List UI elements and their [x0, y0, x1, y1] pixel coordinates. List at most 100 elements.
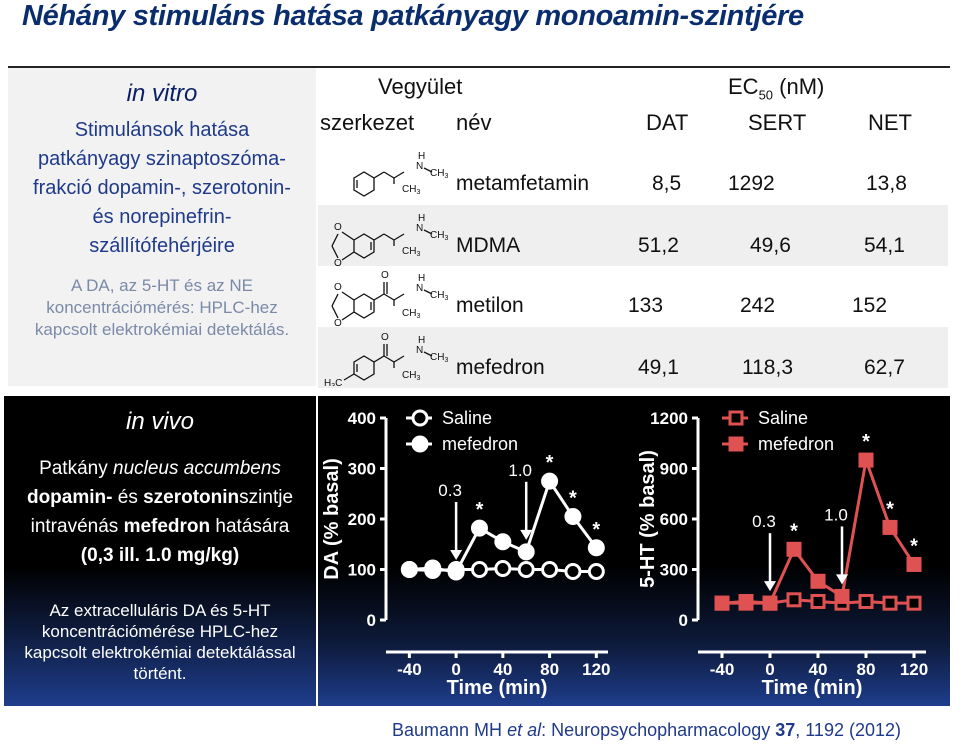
- in-vitro-heading: in vitro: [126, 80, 198, 107]
- data-point-mefedron: [541, 472, 559, 490]
- x-tick-label: -40: [710, 660, 735, 679]
- in-vitro-line: patkányagy szinaptoszóma-: [38, 148, 286, 170]
- legend-marker: [728, 436, 744, 452]
- x-tick-label: 40: [809, 660, 828, 679]
- y-tick-label: 0: [679, 611, 688, 630]
- dose-label: 0.3: [752, 512, 776, 531]
- x-axis-label: Time (min): [762, 677, 863, 699]
- data-point-mefedron: [762, 595, 778, 611]
- legend-label: mefedron: [758, 434, 834, 454]
- legend-label: Saline: [442, 408, 492, 428]
- y-tick-label: 900: [660, 460, 688, 479]
- row-name: metamfetamin: [456, 172, 590, 195]
- data-point-saline: [564, 563, 582, 581]
- in-vivo-method-line: történt.: [133, 664, 187, 683]
- in-vivo-method: Az extracelluláris DA és 5-HT koncentrác…: [4, 600, 316, 684]
- col-structure: szerkezet: [320, 110, 415, 135]
- svg-text:N: N: [416, 345, 423, 356]
- x-tick-label: 80: [540, 660, 559, 679]
- col-dat: DAT: [646, 110, 689, 135]
- data-point-saline: [858, 593, 874, 609]
- data-point-saline: [587, 563, 605, 581]
- significance-star: *: [886, 498, 894, 520]
- in-vitro-line: és norepinefrin-: [92, 206, 232, 228]
- structure-mdma: [331, 229, 433, 261]
- data-point-mefedron: [517, 543, 535, 561]
- charts-area: 0 100 200 300 400 -40 0 40 80 120 Time (min) DA (% …: [318, 396, 950, 711]
- in-vitro-line: frakció dopamin-, szerotonin-: [33, 177, 291, 199]
- svg-text:CH3: CH3: [402, 370, 420, 382]
- y-tick-label: 200: [348, 510, 376, 529]
- page-title: Néhány stimuláns hatása patkányagy monoa…: [22, 0, 804, 32]
- in-vitro-method: A DA, az 5-HT és az NE koncentrációmérés…: [8, 275, 316, 341]
- injection-arrowhead: [764, 581, 776, 592]
- data-point-mefedron: [587, 539, 605, 557]
- svg-text:N: N: [416, 161, 423, 172]
- data-point-mefedron: [447, 563, 465, 581]
- significance-star: *: [592, 519, 600, 541]
- table-row-stripe: [318, 205, 948, 266]
- legend-marker: [411, 435, 429, 453]
- in-vivo-heading: in vivo: [125, 408, 195, 435]
- svg-text:H3C: H3C: [324, 378, 342, 386]
- row-name: mefedron: [456, 356, 545, 379]
- col-name: név: [456, 110, 492, 135]
- injection-arrowhead: [450, 550, 463, 561]
- y-tick-label: 100: [348, 561, 376, 580]
- row-name: MDMA: [456, 234, 521, 257]
- svg-text:H: H: [418, 273, 425, 284]
- in-vitro-method-line: kapcsolt elektrokémiai detektálás.: [34, 320, 290, 339]
- significance-star: *: [862, 431, 870, 453]
- data-point-mefedron: [494, 533, 512, 551]
- svg-text:H: H: [418, 151, 425, 162]
- svg-text:CH3: CH3: [430, 290, 448, 302]
- dose-label: 1.0: [824, 505, 848, 524]
- x-tick-label: 0: [451, 660, 460, 679]
- row-sert: 1292: [728, 172, 775, 195]
- data-point-saline: [470, 561, 488, 578]
- dose-label: 1.0: [508, 461, 532, 480]
- legend-marker: [411, 409, 429, 427]
- data-point-mefedron: [786, 541, 802, 557]
- data-point-mefedron: [858, 452, 874, 468]
- svg-text:O: O: [381, 270, 389, 281]
- data-point-mefedron: [738, 593, 754, 609]
- y-tick-label: 300: [348, 460, 376, 479]
- svg-text:O: O: [334, 258, 342, 269]
- in-vivo-method-line: Az extracelluláris DA és 5-HT: [49, 601, 271, 620]
- data-point-saline: [517, 561, 535, 578]
- data-point-mefedron: [714, 595, 730, 611]
- citation: Baumann MH et al: Neuropsychopharmacolog…: [392, 720, 901, 740]
- row-net: 62,7: [864, 356, 905, 379]
- ec50-table: Vegyület EC50 (nM) szerkezet név DAT SER…: [318, 68, 948, 388]
- svg-text:CH3: CH3: [430, 230, 448, 242]
- svg-text:CH3: CH3: [430, 168, 448, 180]
- in-vivo-description: Patkány nucleus accumbens dopamin- és sz…: [26, 458, 294, 566]
- legend-marker: [728, 410, 744, 426]
- header-divider: [8, 66, 950, 68]
- in-vitro-method-line: A DA, az 5-HT és az NE: [70, 276, 254, 295]
- data-point-mefedron: [470, 519, 488, 537]
- svg-text:H: H: [418, 335, 425, 346]
- row-sert: 242: [740, 294, 776, 317]
- data-point-saline: [882, 595, 898, 611]
- col-net: NET: [868, 110, 912, 135]
- data-point-mefedron: [424, 559, 442, 577]
- svg-text:O: O: [334, 222, 342, 233]
- legend-label: Saline: [758, 408, 808, 428]
- y-tick-label: 600: [660, 510, 688, 529]
- row-sert: 49,6: [750, 234, 791, 257]
- structure-methylone: [331, 282, 433, 321]
- row-dat: 49,1: [638, 356, 679, 379]
- x-axis-label: Time (min): [447, 677, 548, 699]
- y-axis-label: 5-HT (% basal): [637, 450, 659, 588]
- significance-star: *: [790, 520, 798, 542]
- x-tick-label: 0: [765, 660, 774, 679]
- table-row-stripe: [318, 327, 948, 388]
- in-vivo-panel: in vivo Patkány nucleus accumbens dopami…: [4, 396, 316, 706]
- structure-drawings: H N CH3 CH3 O O H N CH3 CH3: [324, 151, 448, 386]
- x-tick-label: 120: [582, 660, 610, 679]
- injection-arrowhead: [520, 529, 533, 540]
- svg-text:N: N: [416, 283, 423, 294]
